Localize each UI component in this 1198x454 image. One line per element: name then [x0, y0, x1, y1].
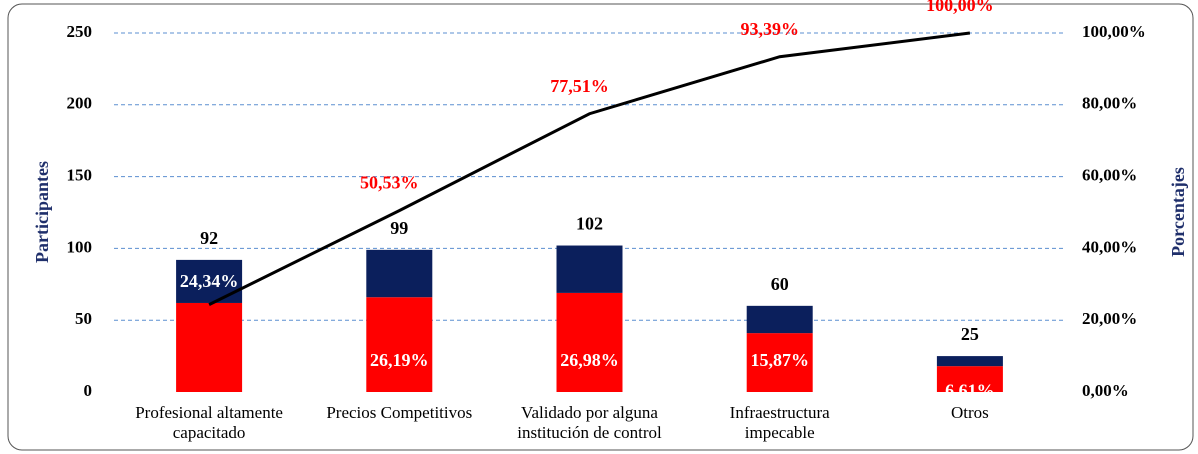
total-label: 102 [576, 214, 603, 234]
bar-segment [556, 245, 623, 293]
x-tick-line: Profesional altamente [135, 403, 283, 422]
share-label: 6,61% [945, 380, 995, 400]
share-label: 24,34% [180, 271, 239, 291]
total-label: 60 [771, 274, 789, 294]
x-tick-line: institución de control [517, 423, 662, 442]
y2-tick-label: 100,00% [1082, 22, 1146, 41]
y-tick-label: 50 [75, 309, 92, 328]
bar-segment [176, 302, 243, 392]
y-tick-label: 0 [84, 381, 93, 400]
y-tick-label: 100 [67, 237, 93, 256]
x-tick-line: Otros [951, 403, 989, 422]
x-tick-label: Precios Competitivos [326, 403, 472, 422]
share-label: 15,87% [750, 350, 809, 370]
share-label: 26,98% [560, 350, 619, 370]
y2-tick-label: 20,00% [1082, 309, 1137, 328]
x-tick-label: Validado por alguna institución de contro… [517, 403, 662, 442]
bar-segment [176, 259, 243, 303]
bar-segment [746, 333, 813, 392]
y2-tick-label: 40,00% [1082, 237, 1137, 256]
cumulative-line [208, 31, 971, 306]
total-label: 99 [390, 218, 408, 238]
bar-segment [556, 292, 623, 392]
y2-tick-label: 80,00% [1082, 94, 1137, 113]
bar-segment [366, 249, 433, 298]
x-tick-label: Otros [951, 403, 989, 422]
total-label: 25 [961, 324, 979, 344]
total-label: 92 [200, 228, 218, 248]
x-tick-line: impecable [745, 423, 815, 442]
x-tick-label: Profesional altamente capacitado [135, 403, 283, 442]
y-axis-title: Participantes [32, 161, 52, 263]
x-tick-line: Validado por alguna [521, 403, 658, 422]
y-tick-label: 200 [67, 94, 93, 113]
cumulative-label: 50,53% [360, 173, 419, 193]
y-tick-label: 250 [67, 22, 93, 41]
x-tick-label: Infraestructura impecable [730, 403, 831, 442]
bar-segment [366, 297, 433, 392]
y2-tick-label: 60,00% [1082, 166, 1137, 185]
y-tick-label: 150 [67, 166, 93, 185]
y2-tick-label: 0,00% [1082, 381, 1129, 400]
x-tick-line: capacitado [173, 423, 246, 442]
x-tick-line: Infraestructura [730, 403, 831, 422]
cumulative-label: 100,00% [926, 0, 994, 15]
bar-segment [936, 356, 1003, 367]
chart-frame [7, 3, 1194, 451]
cumulative-label: 77,51% [550, 76, 609, 96]
cumulative-label: 93,39% [740, 19, 799, 39]
bar-segment [746, 305, 813, 334]
y2-axis-title: Porcentajes [1168, 167, 1188, 257]
share-label: 26,19% [370, 350, 429, 370]
bar-segment [936, 366, 1003, 392]
x-tick-line: Precios Competitivos [326, 403, 472, 422]
